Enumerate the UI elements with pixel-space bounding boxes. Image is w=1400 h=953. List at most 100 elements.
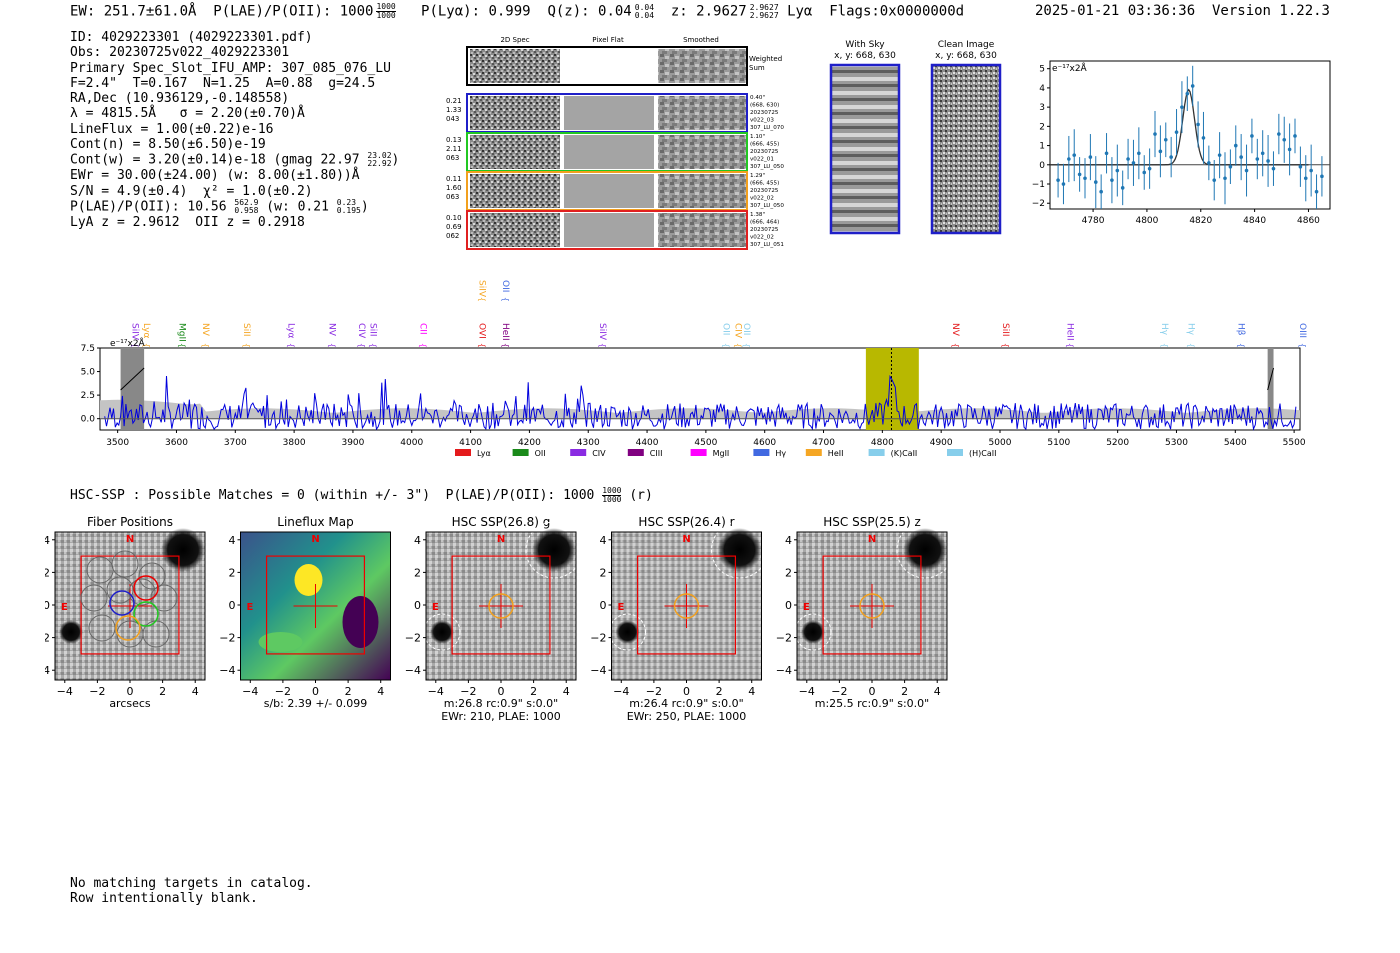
panel-ytick-label: −4: [590, 664, 606, 677]
cutout-left-value: 043: [446, 115, 459, 123]
spectrum-xtick-label: 3500: [106, 438, 129, 448]
spectrum-ytick-label: 0.0: [81, 415, 96, 425]
zoom-ytick-label: 3: [1039, 103, 1045, 113]
top-line-label: SiIV: [476, 280, 486, 298]
cutout-right-value: 1.29": [750, 173, 765, 179]
line-label: Lyα: [141, 323, 151, 339]
fiber-circle: [138, 562, 166, 590]
clean-image-xy: x, y: 668, 630: [935, 51, 997, 61]
panel-title: Fiber Positions: [87, 515, 173, 529]
north-label: N: [126, 534, 134, 545]
header-z-hi: 2.9627: [749, 2, 779, 12]
zoom-point: [1293, 134, 1297, 138]
spectrum-ytick-label: 7.5: [81, 344, 95, 354]
info-plae-w: (w: 0.21: [266, 199, 329, 215]
zoom-point: [1250, 134, 1254, 138]
panel-title: HSC SSP(26.4) r: [638, 515, 734, 529]
zoom-xtick-label: 4800: [1135, 216, 1158, 226]
col-2d-spec: 2D Spec: [500, 36, 529, 44]
lineflux-peak: [294, 564, 323, 596]
line-bracket: {: [501, 343, 510, 348]
line-label: SiII: [241, 323, 251, 337]
cutout-left-value: 0.11: [446, 175, 462, 183]
info-contn: Cont(n) = 8.50(±6.50)e-19: [70, 137, 266, 153]
panel-xtick-label: 4: [377, 685, 384, 698]
line-label: CII: [418, 323, 428, 335]
cutout-left-value: 0.10: [446, 214, 462, 222]
panel-xtick-label: 0: [498, 685, 505, 698]
line-label: OII: [721, 323, 731, 335]
cutout-right-value: v022_02: [750, 235, 774, 241]
cutout-right-value: 20230725: [750, 110, 779, 116]
zoom-point: [1099, 189, 1103, 194]
fiber-circle: [106, 576, 134, 604]
zoom-point: [1120, 186, 1125, 190]
header-z-lo: 2.9627: [749, 10, 779, 20]
line-bracket: {: [130, 343, 139, 348]
header-plae: P(LAE)/P(OII): 1000: [213, 3, 374, 20]
line-label: MgII: [176, 323, 186, 342]
panel-ytick-label: −4: [219, 664, 235, 677]
panel-caption: m:26.4 rc:0.9" s:0.0": [629, 697, 744, 710]
panel-caption-2: EWr: 210, PLAE: 1000: [441, 710, 561, 723]
zoom-point: [1142, 170, 1147, 175]
faint-star: [801, 620, 825, 644]
legend-swatch: [512, 449, 529, 456]
hsc-summary: HSC-SSP : Possible Matches = 0 (within +…: [70, 487, 653, 504]
cutout-flat: [564, 96, 654, 130]
line-label: Hγ: [1159, 323, 1169, 336]
panel-ytick-label: 2: [229, 566, 236, 579]
faint-star: [430, 620, 454, 644]
cutout-flat: [564, 213, 654, 247]
fiber-cutouts: 2D Spec Pixel Flat Smoothed Weighted Sum…: [446, 36, 784, 250]
cutout-left-value: 0.21: [446, 97, 462, 105]
sum-label: Sum: [749, 64, 765, 72]
spectrum-xtick-label: 4500: [694, 438, 717, 448]
imaging-panels: Fiber Positions N E 4 2 0 −2 −4 −4 −2 0 2 4 arcsecs Li…: [45, 515, 954, 723]
panel-ytick-label: 2: [785, 566, 792, 579]
zoom-point: [1239, 155, 1243, 159]
info-contw-hi: 23.02: [367, 151, 392, 161]
panel-xtick-label: −4: [613, 685, 629, 698]
cutout-smooth: [658, 96, 746, 130]
spectrum-xtick-label: 4100: [459, 438, 482, 448]
line-label: HeII: [500, 323, 510, 341]
imaging-panel: HSC SSP(26.8) g N E 4 2 0 −2 −4 −4 −2 0 2 4 m:26.8 rc…: [405, 515, 583, 723]
imaging-panel: HSC SSP(25.5) z N E 4 2 0 −2 −4 −4 −2 0 2 4 m:25.5 rc…: [776, 515, 954, 710]
line-bracket: {: [242, 343, 251, 348]
panel-xtick-label: 4: [563, 685, 570, 698]
header-line-id: Lyα: [787, 3, 813, 20]
masked-region: [1267, 348, 1274, 430]
legend-swatch: [455, 449, 471, 456]
cutout-left-value: 063: [446, 193, 459, 201]
legend-label: CIII: [650, 449, 663, 458]
panel-title: HSC SSP(26.8) g: [452, 515, 551, 529]
line-label: OIII: [1297, 323, 1307, 338]
line-label: Hβ: [1235, 323, 1245, 336]
zoom-point: [1185, 91, 1190, 96]
masked-hatch: [120, 367, 145, 391]
panel-xtick-label: 2: [901, 685, 908, 698]
panel-xtick-label: 4: [192, 685, 199, 698]
line-label: SiIV: [597, 323, 607, 341]
cutout-right-value: v022_02: [750, 196, 774, 202]
zoom-ytick-label: 2: [1039, 122, 1045, 132]
line-label: NV: [200, 323, 210, 337]
header-z: z: 2.9627: [670, 3, 747, 20]
info-contw-lo: 22.92: [367, 159, 392, 169]
zoom-xtick-label: 4820: [1189, 216, 1212, 226]
zoom-point: [1131, 161, 1136, 165]
panel-xtick-label: −4: [799, 685, 815, 698]
legend-swatch: [805, 449, 822, 456]
zoom-ytick-label: 4: [1039, 84, 1045, 94]
panel-ytick-label: −2: [405, 632, 421, 645]
legend-label: MgII: [713, 449, 730, 458]
zoom-point: [1212, 178, 1217, 182]
panel-title: HSC SSP(25.5) z: [823, 515, 921, 529]
footer-notes: No matching targets in catalog. Row inte…: [70, 876, 313, 906]
line-bracket: {: [733, 343, 742, 348]
star-mask: [525, 521, 583, 579]
zoom-point: [1163, 138, 1168, 142]
sky-and-clean-images: With Sky x, y: 668, 630 Clean Image x, y…: [829, 40, 1002, 235]
